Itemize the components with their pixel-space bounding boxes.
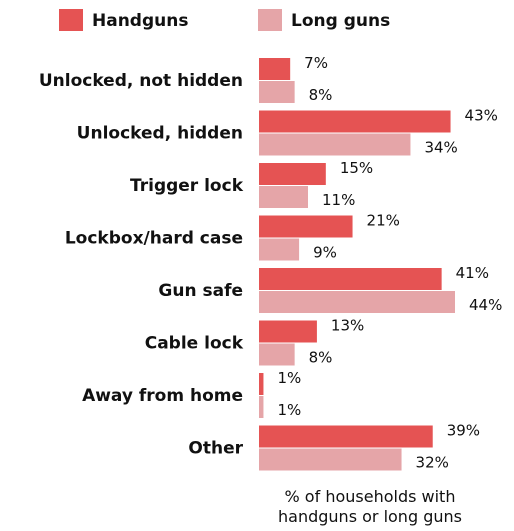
bar-away-from-home-handguns (259, 373, 264, 395)
legend-swatch-long-guns (258, 9, 282, 31)
bar-unlocked-hidden-long-guns (259, 133, 411, 156)
value-label-trigger-lock-handguns: 15% (340, 159, 373, 177)
bar-cable-lock-handguns (259, 320, 317, 343)
bar-away-from-home-long-guns (259, 396, 264, 418)
value-label-unlocked-not-hidden-handguns: 7% (304, 54, 328, 72)
legend-swatch-handguns (59, 9, 83, 31)
value-label-away-from-home-handguns: 1% (277, 369, 301, 387)
bar-other-handguns (259, 425, 433, 448)
value-label-trigger-lock-long-guns: 11% (322, 191, 355, 209)
bar-other-long-guns (259, 448, 402, 471)
bars (259, 58, 455, 471)
value-label-cable-lock-long-guns: 8% (309, 349, 333, 367)
value-label-lockbox-hard-case-handguns: 21% (367, 212, 400, 230)
category-label-gun-safe: Gun safe (158, 281, 243, 301)
axis-note-line-2: handguns or long guns (278, 507, 462, 526)
category-label-unlocked-not-hidden: Unlocked, not hidden (39, 71, 243, 91)
value-label-other-handguns: 39% (447, 422, 480, 440)
bar-unlocked-not-hidden-handguns (259, 58, 291, 80)
value-label-gun-safe-long-guns: 44% (469, 296, 502, 314)
category-label-other: Other (188, 439, 243, 459)
value-label-gun-safe-handguns: 41% (456, 264, 489, 282)
category-label-cable-lock: Cable lock (145, 334, 244, 354)
bar-lockbox-hard-case-handguns (259, 215, 353, 238)
legend-label-handguns: Handguns (92, 11, 188, 31)
bar-unlocked-not-hidden-long-guns (259, 81, 295, 103)
bar-gun-safe-handguns (259, 268, 442, 290)
axis-note: % of households with handguns or long gu… (278, 487, 462, 526)
bar-trigger-lock-long-guns (259, 186, 308, 208)
category-labels: Unlocked, not hidden Unlocked, hidden Trig… (39, 71, 244, 459)
value-label-lockbox-hard-case-long-guns: 9% (313, 244, 337, 262)
category-label-away-from-home: Away from home (82, 386, 243, 406)
category-label-lockbox-hard-case: Lockbox/hard case (65, 229, 243, 249)
axis-note-line-1: % of households with (285, 487, 456, 506)
category-label-trigger-lock: Trigger lock (130, 176, 244, 196)
value-label-other-long-guns: 32% (416, 454, 449, 472)
value-label-unlocked-hidden-long-guns: 34% (424, 139, 457, 157)
bar-unlocked-hidden-handguns (259, 110, 451, 133)
category-label-unlocked-hidden: Unlocked, hidden (77, 124, 243, 144)
value-label-unlocked-not-hidden-long-guns: 8% (309, 86, 333, 104)
bar-lockbox-hard-case-long-guns (259, 238, 300, 261)
value-label-unlocked-hidden-handguns: 43% (465, 107, 498, 125)
value-label-cable-lock-handguns: 13% (331, 317, 364, 335)
legend-label-long-guns: Long guns (291, 11, 390, 31)
value-label-away-from-home-long-guns: 1% (277, 401, 301, 419)
legend: Handguns Long guns (59, 9, 390, 31)
bar-gun-safe-long-guns (259, 291, 455, 313)
bar-trigger-lock-handguns (259, 163, 326, 185)
bar-cable-lock-long-guns (259, 343, 295, 366)
value-labels: 7% 8% 43% 34% 15% 11% 21% 9% 41% 44% 13% 8% 1% 1% 39% 3… (277, 54, 502, 472)
